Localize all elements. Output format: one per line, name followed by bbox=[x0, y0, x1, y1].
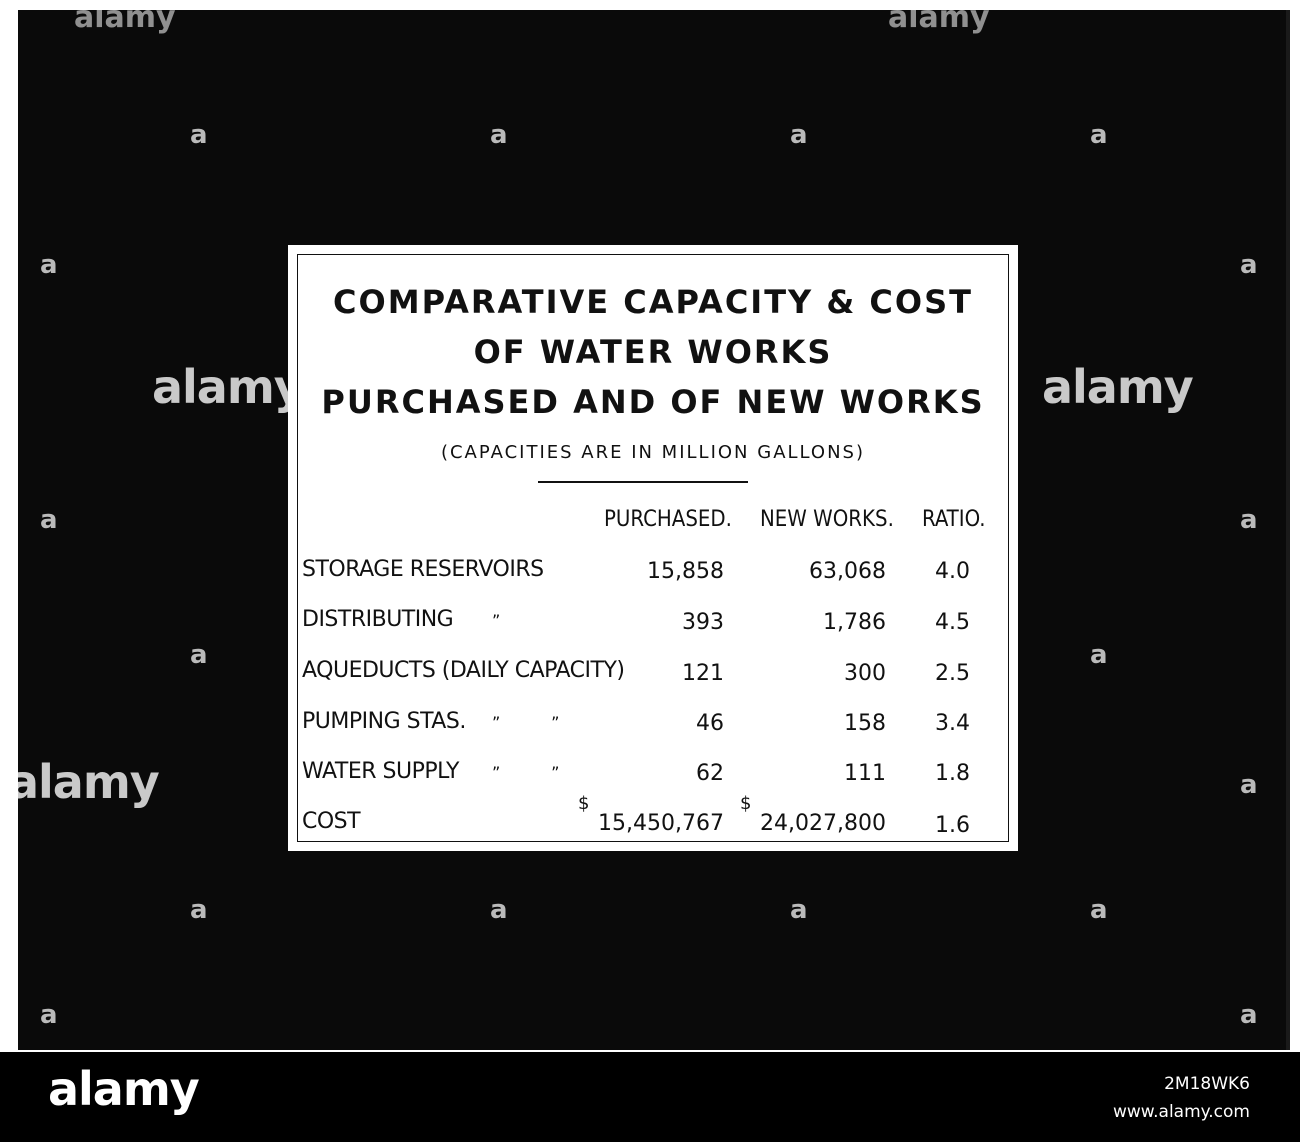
ditto-mark: ” bbox=[492, 611, 501, 630]
title-line-3: PURCHASED AND OF NEW WORKS bbox=[321, 383, 985, 421]
cell-ratio: 1.6 bbox=[935, 813, 970, 838]
watermark-logo: a bbox=[790, 895, 808, 925]
watermark-logo: a bbox=[190, 895, 208, 925]
cell-purchased: 15,858 bbox=[647, 559, 724, 584]
cell-ratio: 4.0 bbox=[935, 559, 970, 584]
site-url: www.alamy.com bbox=[1112, 1102, 1250, 1122]
title-line-2: OF WATER WORKS bbox=[473, 333, 833, 371]
cell-new-works: 158 bbox=[844, 711, 886, 736]
watermark-logo: a bbox=[1090, 640, 1108, 670]
cell-new-works: 111 bbox=[844, 761, 886, 786]
watermark-logo: a bbox=[1090, 895, 1108, 925]
watermark-logo: a bbox=[190, 640, 208, 670]
watermark-logo: a bbox=[1090, 120, 1108, 150]
footer-logo: alamy bbox=[48, 1062, 200, 1116]
cell-new-works: 300 bbox=[844, 661, 886, 686]
cell-new-works: 24,027,800 bbox=[760, 811, 886, 836]
cell-ratio: 3.4 bbox=[935, 711, 970, 736]
cell-ratio: 2.5 bbox=[935, 661, 970, 686]
row-label: STORAGE RESERVOIRS bbox=[302, 557, 544, 582]
row-label: DISTRIBUTING bbox=[302, 607, 454, 632]
footer-bar bbox=[0, 1052, 1300, 1142]
subtitle: (CAPACITIES ARE IN MILLION GALLONS) bbox=[440, 442, 866, 463]
cell-ratio: 1.8 bbox=[935, 761, 970, 786]
slide-card-border: COMPARATIVE CAPACITY & COST OF WATER WOR… bbox=[297, 254, 1009, 842]
slide-card: COMPARATIVE CAPACITY & COST OF WATER WOR… bbox=[288, 245, 1018, 851]
row-label: COST bbox=[302, 809, 361, 834]
column-header-purchased: PURCHASED. bbox=[604, 507, 732, 532]
cell-new-works: 63,068 bbox=[809, 559, 886, 584]
ditto-mark: ” ” bbox=[492, 713, 560, 732]
column-header-ratio: RATIO. bbox=[922, 507, 986, 532]
divider-rule bbox=[538, 481, 748, 483]
watermark-text: alamy bbox=[8, 755, 160, 809]
watermark-logo: a bbox=[1240, 1000, 1258, 1030]
watermark-text: alamy bbox=[152, 360, 304, 414]
ditto-mark: ” ” bbox=[492, 763, 560, 782]
watermark-logo: a bbox=[1240, 770, 1258, 800]
column-header-new-works: NEW WORKS. bbox=[760, 507, 894, 532]
currency-symbol: $ bbox=[578, 793, 590, 814]
row-label: WATER SUPPLY bbox=[302, 759, 459, 784]
footer-meta: 2M18WK6 www.alamy.com bbox=[1113, 1070, 1250, 1126]
watermark-logo: a bbox=[1240, 250, 1258, 280]
watermark-logo: a bbox=[790, 120, 808, 150]
currency-symbol: $ bbox=[740, 793, 752, 814]
row-label: AQUEDUCTS (DAILY CAPACITY) bbox=[302, 658, 625, 683]
cell-purchased: 393 bbox=[682, 610, 724, 635]
watermark-text: alamy bbox=[1042, 360, 1194, 414]
row-label: PUMPING STAS. bbox=[302, 709, 466, 734]
title-line-1: COMPARATIVE CAPACITY & COST bbox=[333, 283, 973, 321]
image-id: 2M18WK6 bbox=[1164, 1074, 1250, 1094]
watermark-logo: a bbox=[40, 1000, 58, 1030]
cell-purchased: 62 bbox=[696, 761, 724, 786]
watermark-logo: a bbox=[40, 505, 58, 535]
watermark-logo: a bbox=[40, 250, 58, 280]
cell-new-works: 1,786 bbox=[823, 610, 886, 635]
watermark-logo: a bbox=[490, 895, 508, 925]
watermark-logo: a bbox=[490, 120, 508, 150]
watermark-text: alamy bbox=[888, 0, 990, 35]
cell-ratio: 4.5 bbox=[935, 610, 970, 635]
watermark-text: alamy bbox=[74, 0, 176, 35]
cell-purchased: 46 bbox=[696, 711, 724, 736]
watermark-logo: a bbox=[1240, 505, 1258, 535]
watermark-logo: a bbox=[190, 120, 208, 150]
cell-purchased: 121 bbox=[682, 661, 724, 686]
cell-purchased: 15,450,767 bbox=[598, 811, 724, 836]
